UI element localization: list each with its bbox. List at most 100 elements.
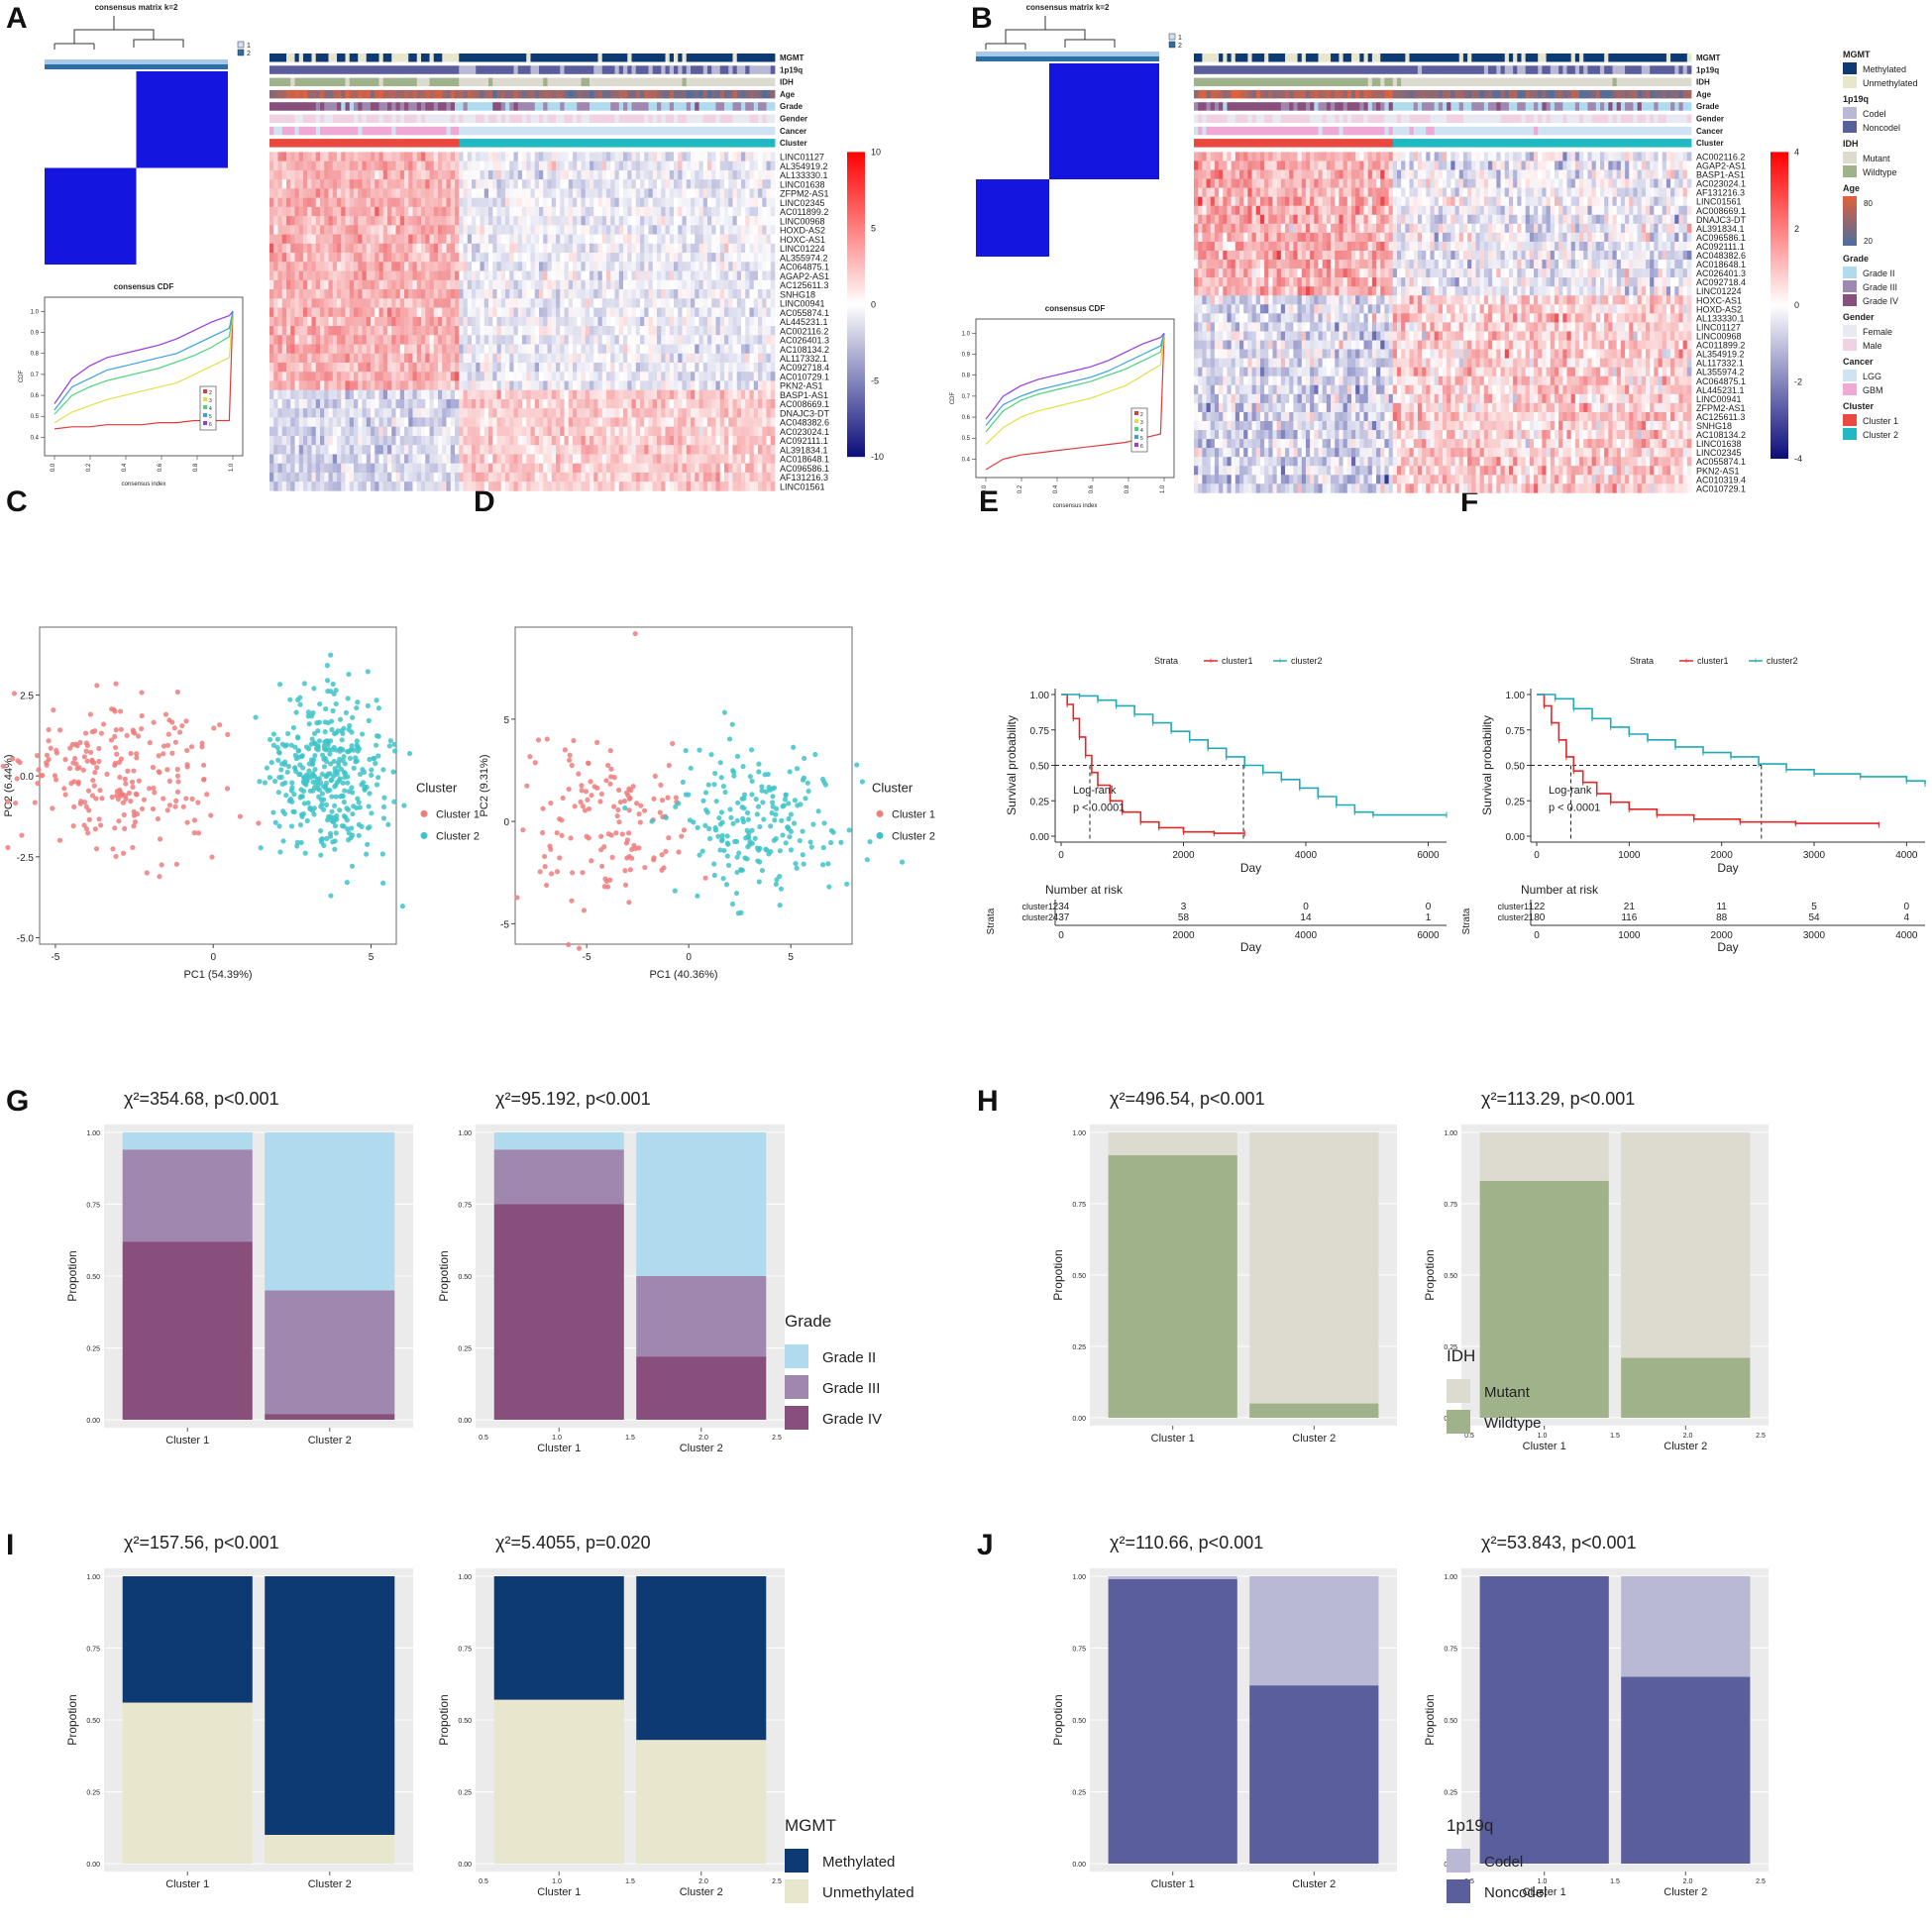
heatmap-cell: [573, 179, 578, 189]
heatmap-cell: [513, 435, 519, 446]
heatmap-cell: [526, 253, 531, 263]
annotation-cell: [758, 126, 763, 136]
heatmap-cell: [450, 225, 456, 235]
annotation-cell: [412, 65, 418, 74]
heatmap-cell: [577, 344, 582, 355]
annotation-cell: [534, 54, 540, 62]
annotation-cell: [614, 65, 620, 74]
heatmap-cell: [483, 445, 489, 455]
heatmap-cell: [459, 435, 464, 446]
heatmap-cell: [404, 362, 409, 373]
heatmap-cell: [593, 279, 598, 290]
heatmap-cell: [745, 426, 750, 437]
heatmap-cell: [391, 344, 396, 355]
heatmap-cell: [539, 206, 544, 217]
heatmap-cell: [551, 353, 557, 364]
annotation-cell: [496, 54, 502, 62]
heatmap-cell: [488, 380, 493, 391]
annotation-cell: [298, 114, 304, 123]
heatmap-cell: [315, 298, 321, 308]
heatmap-cell: [433, 197, 439, 208]
heatmap-cell: [719, 197, 725, 208]
annotation-cell: [556, 139, 561, 148]
heatmap-cell: [526, 353, 531, 364]
heatmap-cell: [539, 152, 544, 161]
heatmap-cell: [303, 445, 308, 455]
heatmap-cell: [682, 326, 688, 336]
heatmap-cell: [585, 398, 590, 409]
heatmap-cell: [614, 426, 620, 437]
heatmap-cell: [657, 234, 662, 245]
heatmap-cell: [618, 398, 624, 409]
heatmap-cell: [480, 152, 485, 161]
heatmap-cell: [593, 262, 598, 271]
annotation-cell: [749, 77, 755, 87]
heatmap-cell: [560, 344, 565, 355]
heatmap-cell: [358, 243, 363, 254]
heatmap-cell: [736, 225, 742, 235]
annotation-cell: [614, 102, 620, 111]
heatmap-cell: [371, 161, 376, 171]
heatmap-cell: [382, 161, 388, 171]
heatmap-cell: [682, 152, 688, 161]
heatmap-cell: [745, 307, 750, 318]
annotation-cell: [741, 54, 746, 62]
gene-label: AL355974.2: [780, 253, 828, 263]
heatmap-cell: [652, 169, 658, 180]
heatmap-cell: [463, 243, 469, 254]
heatmap-cell: [362, 270, 368, 281]
heatmap-cell: [644, 316, 649, 327]
heatmap-cell: [446, 298, 452, 308]
heatmap-cell: [307, 234, 312, 245]
heatmap-cell: [758, 344, 763, 355]
annotation-cell: [378, 54, 384, 62]
heatmap-cell: [648, 243, 654, 254]
heatmap-cell: [674, 188, 679, 198]
heatmap-cell: [547, 372, 553, 381]
annotation-cell: [719, 65, 725, 74]
heatmap-cell: [614, 152, 620, 161]
heatmap-cell: [762, 188, 767, 198]
heatmap-cell: [539, 326, 544, 336]
heatmap-cell: [686, 326, 692, 336]
heatmap-cell: [429, 326, 435, 336]
heatmap-cell: [635, 335, 641, 345]
heatmap-cell: [711, 435, 716, 446]
heatmap-cell: [724, 234, 729, 245]
heatmap-cell: [631, 270, 637, 281]
heatmap-cell: [337, 398, 342, 409]
annotation-cell: [505, 114, 510, 123]
heatmap-cell: [324, 380, 329, 391]
heatmap-cell: [707, 326, 712, 336]
heatmap-cell: [362, 298, 368, 308]
heatmap-cell: [476, 435, 481, 446]
heatmap-cell: [442, 389, 447, 400]
heatmap-cell: [505, 335, 510, 345]
heatmap-cell: [674, 335, 679, 345]
annotation-cell: [669, 65, 675, 74]
annotation-cell: [505, 54, 510, 62]
heatmap-cell: [590, 216, 594, 226]
annotation-cell: [610, 54, 615, 62]
heatmap-cell: [648, 289, 654, 299]
heatmap-cell: [290, 188, 295, 198]
heatmap-cell: [408, 307, 413, 318]
heatmap-cell: [715, 169, 721, 180]
heatmap-cell: [691, 335, 696, 345]
heatmap-cell: [391, 243, 396, 254]
heatmap-cell: [762, 270, 767, 281]
heatmap-cell: [657, 435, 662, 446]
heatmap-cell: [623, 179, 628, 189]
heatmap-cell: [585, 316, 590, 327]
heatmap-cell: [488, 307, 493, 318]
heatmap-cell: [277, 417, 283, 427]
heatmap-cell: [492, 243, 497, 254]
heatmap-cell: [564, 362, 570, 373]
heatmap-cell: [345, 206, 351, 217]
heatmap-cell: [770, 353, 776, 364]
heatmap-cell: [349, 445, 355, 455]
heatmap-cell: [640, 426, 645, 437]
annotation-cell: [560, 77, 565, 87]
heatmap-cell: [500, 197, 506, 208]
heatmap-cell: [539, 188, 544, 198]
